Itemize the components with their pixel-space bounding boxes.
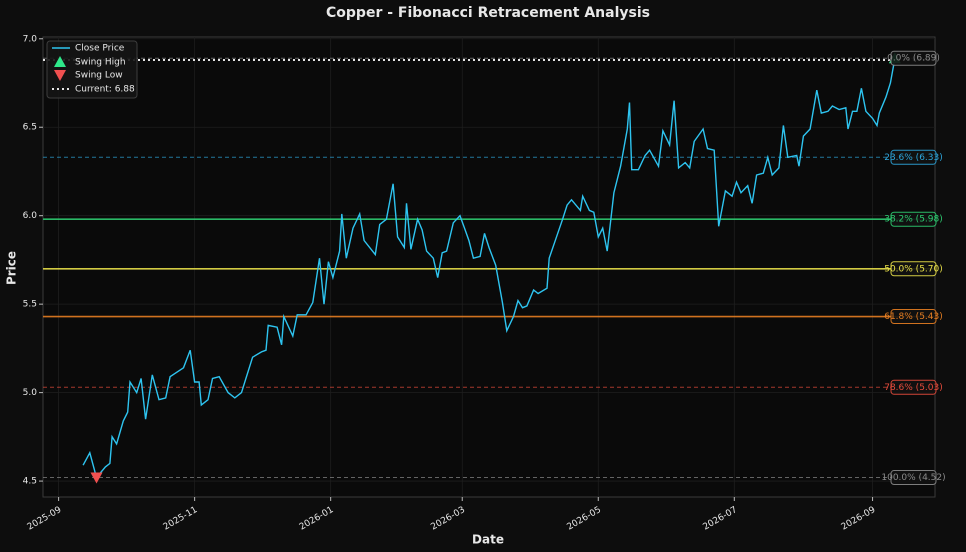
fib-level-label: 61.8% (5.43): [884, 312, 943, 322]
y-tick-label: 6.0: [23, 211, 38, 221]
fib-level-label-box: [890, 309, 937, 325]
y-tick-label: 5.0: [23, 388, 38, 398]
x-axis-label: Date: [472, 533, 504, 547]
y-tick-label: 5.5: [23, 300, 37, 310]
legend-swatch: [54, 70, 66, 81]
fib-level-label: 78.6% (5.03): [884, 383, 943, 393]
plot-area: [42, 36, 936, 498]
legend-swatch: [54, 56, 66, 67]
fib-level-label: 100.0% (4.52): [881, 473, 945, 483]
fib-level-label: 0.0% (6.89): [887, 54, 940, 64]
fib-level-label-box: [890, 261, 937, 277]
price-line: [82, 58, 896, 479]
y-tick-label: 4.5: [23, 477, 37, 487]
legend-box: [46, 40, 138, 99]
fib-level-label: 50.0% (5.70): [884, 264, 943, 274]
fib-level-label-box: [890, 470, 937, 486]
fib-level-label: 23.6% (6.33): [884, 153, 943, 163]
y-tick-label: 7.0: [23, 34, 38, 44]
fib-level-label-box: [890, 379, 937, 395]
fib-level-label-box: [890, 149, 937, 165]
chart-title: Copper - Fibonacci Retracement Analysis: [326, 5, 650, 21]
fib-level-label-box: [890, 50, 937, 66]
y-tick-label: 6.5: [23, 123, 37, 133]
fib-level-label-box: [890, 211, 937, 227]
legend-label: Current: 6.88: [75, 85, 135, 95]
swing-low-marker: [90, 472, 103, 484]
fib-level-label: 38.2% (5.98): [884, 215, 943, 225]
y-axis-label: Price: [5, 251, 19, 285]
legend-label: Swing High: [75, 58, 126, 68]
legend-label: Close Price: [75, 44, 125, 54]
legend-label: Swing Low: [75, 71, 123, 81]
